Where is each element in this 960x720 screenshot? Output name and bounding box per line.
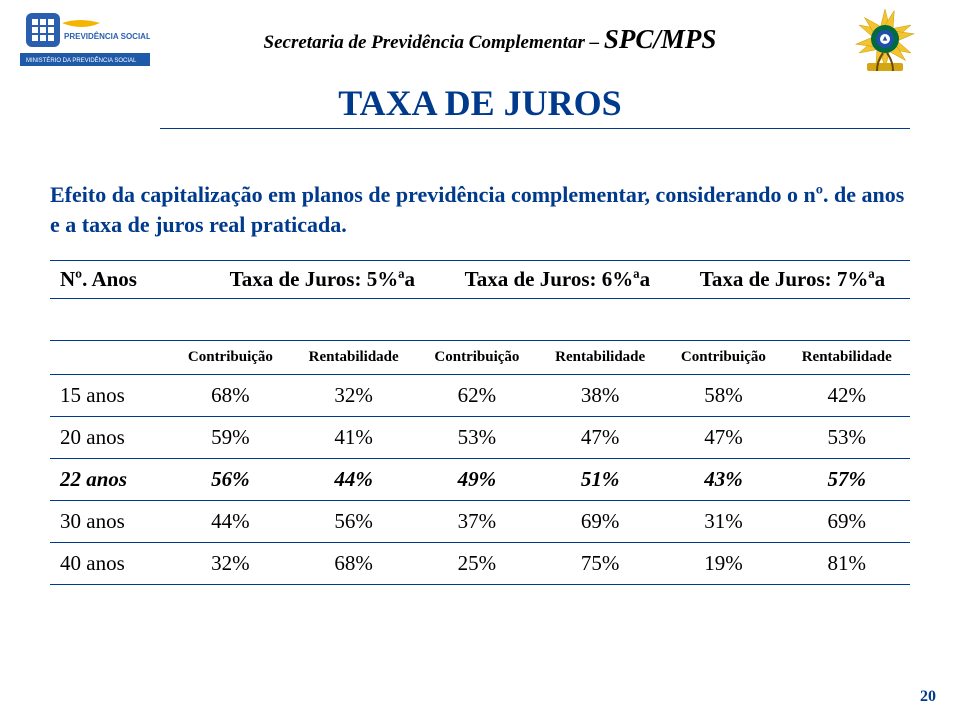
header-org-suffix: SPC/MPS — [604, 24, 717, 54]
t2-header-4: Rentabilidade — [537, 341, 663, 375]
intro-paragraph: Efeito da capitalização em planos de pre… — [50, 180, 910, 239]
t2-cell: 25% — [417, 543, 537, 585]
t2-cell: 44% — [170, 501, 290, 543]
t2-row-label: 40 anos — [50, 543, 170, 585]
t2-header-1: Contribuição — [170, 341, 290, 375]
t2-cell: 68% — [290, 543, 416, 585]
t2-row-label: 30 anos — [50, 501, 170, 543]
t2-cell: 31% — [663, 501, 783, 543]
t2-cell: 56% — [290, 501, 416, 543]
t2-cell: 51% — [537, 459, 663, 501]
t2-cell: 62% — [417, 375, 537, 417]
t2-row-label: 20 anos — [50, 417, 170, 459]
t2-cell: 57% — [783, 459, 910, 501]
header-org-text: Secretaria de Previdência Complementar – — [264, 32, 604, 53]
svg-text:PREVIDÊNCIA SOCIAL: PREVIDÊNCIA SOCIAL — [64, 32, 150, 41]
brazil-coat-of-arms-icon — [830, 4, 940, 74]
t1-col-2: Taxa de Juros: 6%ªa — [440, 261, 675, 299]
t2-cell: 81% — [783, 543, 910, 585]
t2-cell: 75% — [537, 543, 663, 585]
t1-col-0: Nº. Anos — [50, 261, 205, 299]
header-bar: PREVIDÊNCIA SOCIAL MINISTÉRIO DA PREVIDÊ… — [0, 0, 960, 78]
t2-cell: 19% — [663, 543, 783, 585]
t2-cell: 32% — [170, 543, 290, 585]
t2-header-2: Rentabilidade — [290, 341, 416, 375]
t2-cell: 32% — [290, 375, 416, 417]
t2-cell: 37% — [417, 501, 537, 543]
svg-text:MINISTÉRIO DA PREVIDÊNCIA SOCI: MINISTÉRIO DA PREVIDÊNCIA SOCIAL — [26, 56, 137, 64]
t2-cell: 49% — [417, 459, 537, 501]
t2-cell: 53% — [783, 417, 910, 459]
t2-cell: 42% — [783, 375, 910, 417]
page-number: 20 — [920, 688, 936, 706]
table-row: 22 anos56%44%49%51%43%57% — [50, 459, 910, 501]
t2-header-0 — [50, 341, 170, 375]
data-table: ContribuiçãoRentabilidadeContribuiçãoRen… — [50, 340, 910, 585]
t2-cell: 59% — [170, 417, 290, 459]
t2-header-3: Contribuição — [417, 341, 537, 375]
t2-cell: 68% — [170, 375, 290, 417]
t2-cell: 69% — [537, 501, 663, 543]
t2-header-5: Contribuição — [663, 341, 783, 375]
t2-cell: 47% — [663, 417, 783, 459]
t2-header-6: Rentabilidade — [783, 341, 910, 375]
t2-cell: 41% — [290, 417, 416, 459]
t2-cell: 43% — [663, 459, 783, 501]
t1-col-3: Taxa de Juros: 7%ªa — [675, 261, 910, 299]
t2-cell: 69% — [783, 501, 910, 543]
t2-cell: 47% — [537, 417, 663, 459]
t2-row-label: 15 anos — [50, 375, 170, 417]
t2-row-label: 22 anos — [50, 459, 170, 501]
t2-cell: 56% — [170, 459, 290, 501]
header-org-title: Secretaria de Previdência Complementar –… — [150, 24, 830, 55]
t2-cell: 53% — [417, 417, 537, 459]
t2-cell: 38% — [537, 375, 663, 417]
title-underline — [160, 128, 910, 129]
table-row: 15 anos68%32%62%38%58%42% — [50, 375, 910, 417]
rate-header-table: Nº. Anos Taxa de Juros: 5%ªa Taxa de Jur… — [50, 260, 910, 299]
t2-cell: 58% — [663, 375, 783, 417]
table-row: 30 anos44%56%37%69%31%69% — [50, 501, 910, 543]
t2-cell: 44% — [290, 459, 416, 501]
previdencia-social-logo: PREVIDÊNCIA SOCIAL MINISTÉRIO DA PREVIDÊ… — [20, 9, 150, 69]
table-row: 40 anos32%68%25%75%19%81% — [50, 543, 910, 585]
t1-col-1: Taxa de Juros: 5%ªa — [205, 261, 440, 299]
table-row: 20 anos59%41%53%47%47%53% — [50, 417, 910, 459]
page-title: TAXA DE JUROS — [0, 82, 960, 124]
